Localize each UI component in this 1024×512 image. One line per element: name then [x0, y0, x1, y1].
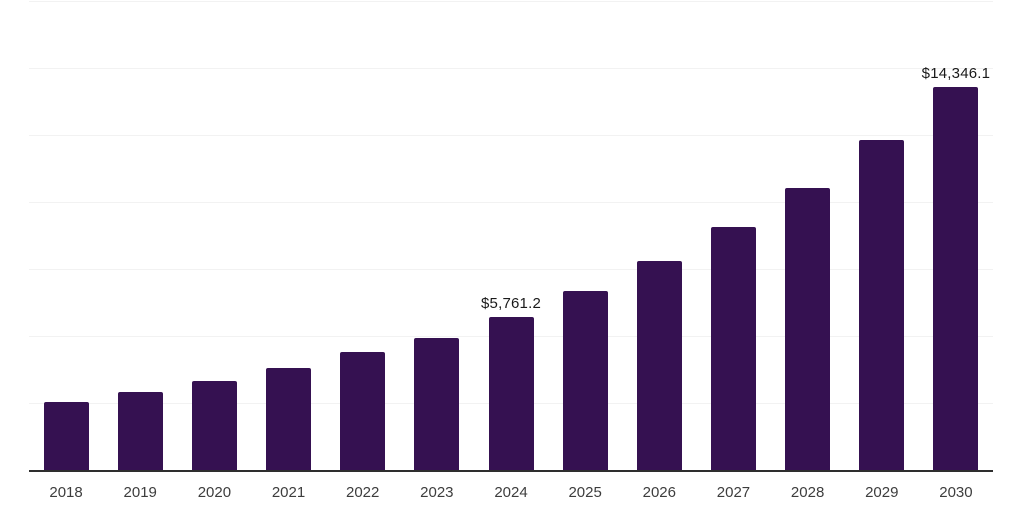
x-tick-label-2021: 2021: [271, 484, 306, 501]
x-tick-label-2022: 2022: [346, 484, 380, 501]
x-tick-label-2023: 2023: [420, 484, 454, 501]
plot-area: $5,761.2 $14,346.1: [29, 1, 993, 471]
x-tick-label-2024: 2024: [494, 484, 528, 501]
data-label-2030: $14,346.1: [921, 64, 991, 82]
x-axis-line: [29, 470, 993, 472]
gridline: [29, 135, 993, 136]
bar-2027: [710, 227, 756, 471]
x-tick-label-2030: 2030: [939, 484, 973, 501]
x-axis: 2018 2019 2020 2021 2022 2023 2024 2025 2026 2027…: [29, 485, 993, 505]
bar-2021: [266, 368, 312, 471]
gridline: [29, 1, 993, 2]
bar-2022: [340, 352, 386, 471]
bar-2020: [191, 380, 237, 471]
bar-2026: [636, 261, 682, 471]
bar-2023: [414, 337, 460, 471]
x-tick-label-2020: 2020: [197, 484, 232, 501]
x-tick-label-2027: 2027: [716, 484, 751, 501]
bar-2029: [859, 140, 905, 471]
bar-2025: [562, 291, 608, 471]
gridline: [29, 68, 993, 69]
x-tick-label-2025: 2025: [568, 484, 602, 501]
bar-2028: [785, 188, 831, 471]
bar-2018: [43, 402, 89, 471]
x-tick-label-2019: 2019: [123, 484, 157, 501]
x-tick-label-2026: 2026: [642, 484, 676, 501]
x-tick-label-2029: 2029: [865, 484, 899, 501]
gridline: [29, 269, 993, 270]
bar-2024: [488, 316, 534, 471]
data-label-2024: $5,761.2: [481, 294, 541, 312]
x-tick-label-2018: 2018: [49, 484, 83, 501]
gridline: [29, 202, 993, 203]
x-tick-label-2028: 2028: [790, 484, 825, 501]
bar-2019: [117, 391, 163, 471]
bar-2030: [933, 86, 979, 471]
